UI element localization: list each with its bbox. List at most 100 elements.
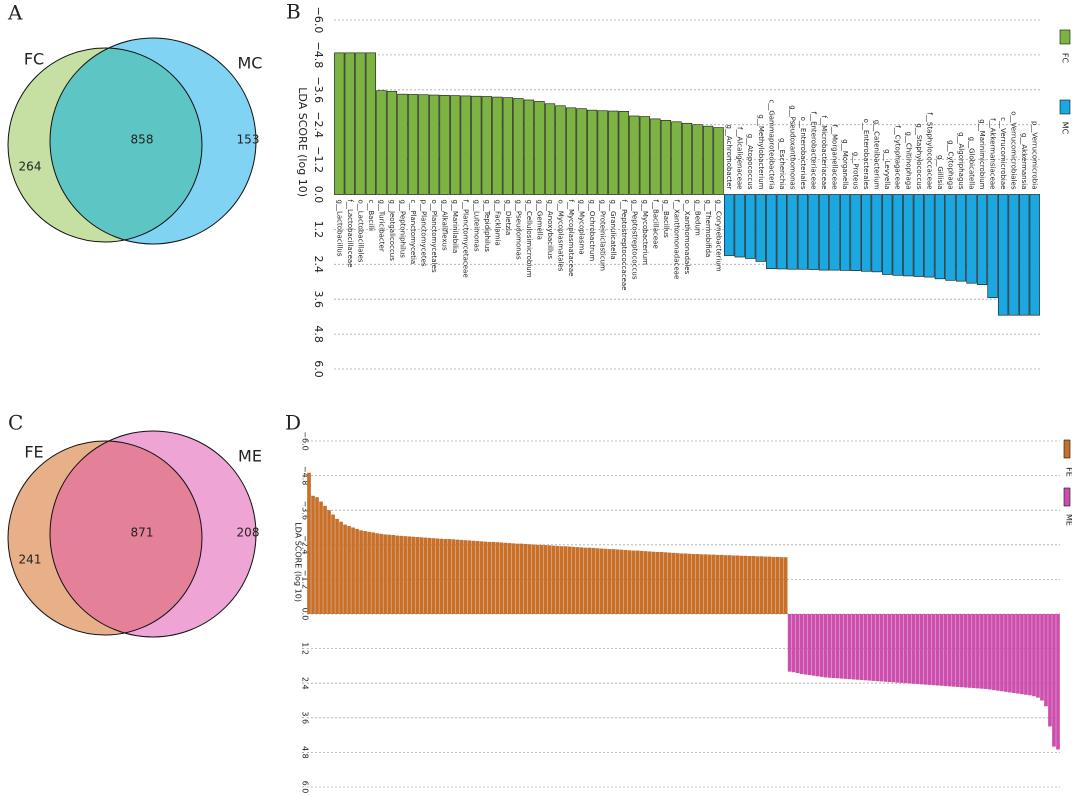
- bar: [996, 614, 1000, 691]
- bar: [715, 554, 720, 614]
- bar: [727, 555, 732, 614]
- bar: [607, 549, 612, 614]
- bar: [479, 541, 484, 614]
- overlap: [50, 48, 202, 242]
- bar: [323, 505, 327, 614]
- bar: [980, 614, 984, 689]
- bar: [797, 194, 809, 270]
- category-label: f__Staphylococcaceae: [925, 112, 933, 189]
- category-label: g__Pseudomonas: [514, 200, 522, 260]
- count-label: 871: [131, 526, 154, 540]
- category-label: g__Chitinophaga: [904, 131, 912, 189]
- category-label: g__Peptoniphilus: [398, 200, 406, 259]
- bar: [531, 544, 536, 614]
- bar: [747, 556, 752, 614]
- bar: [608, 110, 619, 195]
- bar: [1044, 614, 1048, 707]
- bar: [351, 527, 355, 614]
- set-label: FE: [24, 443, 43, 462]
- bar: [960, 614, 964, 688]
- bar: [843, 614, 848, 679]
- category-label: g__Achromobacter: [725, 124, 733, 189]
- bar: [871, 614, 876, 681]
- bar: [619, 549, 624, 614]
- bar: [1029, 194, 1040, 316]
- outline: [7, 47, 203, 243]
- bar: [487, 541, 492, 614]
- bar: [955, 194, 967, 282]
- bar: [639, 116, 650, 195]
- category-label: g__Thermobifida: [704, 200, 712, 258]
- bar: [683, 553, 688, 614]
- bar: [851, 614, 856, 680]
- bar: [707, 554, 712, 614]
- bar: [1020, 614, 1024, 695]
- bar: [611, 549, 616, 614]
- bar: [671, 552, 676, 614]
- bar: [883, 614, 888, 682]
- bar: [411, 536, 415, 614]
- legend-swatch: [1059, 29, 1071, 45]
- bar: [492, 96, 503, 195]
- bar: [903, 614, 908, 684]
- category-label: g__Escherichia: [778, 138, 786, 189]
- bar: [471, 95, 482, 195]
- bar: [923, 614, 928, 685]
- bar: [583, 547, 588, 614]
- bar: [544, 103, 556, 195]
- overlap: [50, 441, 202, 635]
- bar: [651, 551, 656, 614]
- bar: [855, 614, 860, 680]
- y-tick-label: −1.2: [312, 146, 325, 173]
- bar: [1019, 194, 1030, 316]
- bar: [418, 94, 429, 195]
- category-label: f__Peptostreptococcaceae: [620, 200, 628, 291]
- category-label: o__Xanthomonadales: [683, 200, 691, 275]
- bar: [363, 530, 367, 614]
- bar: [860, 194, 872, 272]
- y-tick-label: 1.2: [301, 642, 310, 655]
- bar: [859, 614, 864, 681]
- legend-swatch: [1063, 439, 1071, 459]
- bar: [367, 531, 371, 614]
- count-label: 153: [237, 133, 260, 147]
- bar: [776, 194, 787, 270]
- bar: [576, 108, 587, 195]
- bar: [660, 120, 672, 195]
- bar: [571, 546, 576, 614]
- category-label: f__Mycoplasmataceae: [567, 200, 575, 277]
- bar: [635, 550, 640, 614]
- bar: [523, 99, 535, 195]
- category-label: o__Enterobacteriales: [799, 117, 807, 190]
- bar: [681, 122, 693, 195]
- y-tick-label: −3.6: [312, 76, 325, 103]
- y-axis-label: LDA SCORE (log 10): [296, 87, 309, 197]
- bar: [850, 194, 861, 271]
- y-tick-label: 0.0: [312, 186, 325, 204]
- category-label: g__Luteimonas: [472, 200, 480, 252]
- bar: [399, 535, 403, 614]
- bar: [739, 555, 744, 614]
- bar: [397, 93, 408, 195]
- bar: [331, 514, 335, 614]
- bar: [927, 614, 932, 685]
- legend-label: ME: [1065, 514, 1072, 526]
- bar: [867, 614, 872, 681]
- category-label: p__Planctomycetes: [420, 200, 428, 267]
- bar: [891, 614, 896, 683]
- bar: [376, 90, 387, 195]
- bar: [988, 614, 992, 690]
- bar: [547, 545, 552, 614]
- category-label: g__Proteiniclasticum: [599, 200, 607, 272]
- bar: [783, 557, 788, 614]
- bar: [543, 545, 548, 614]
- y-axis-label: LDA SCORE (log 10): [294, 522, 303, 602]
- bar: [647, 551, 652, 614]
- bar: [519, 543, 524, 614]
- bar: [407, 94, 419, 195]
- bar: [976, 194, 988, 285]
- bar: [745, 194, 756, 259]
- count-label: 241: [19, 553, 42, 567]
- bar: [623, 549, 628, 614]
- bar: [319, 501, 323, 614]
